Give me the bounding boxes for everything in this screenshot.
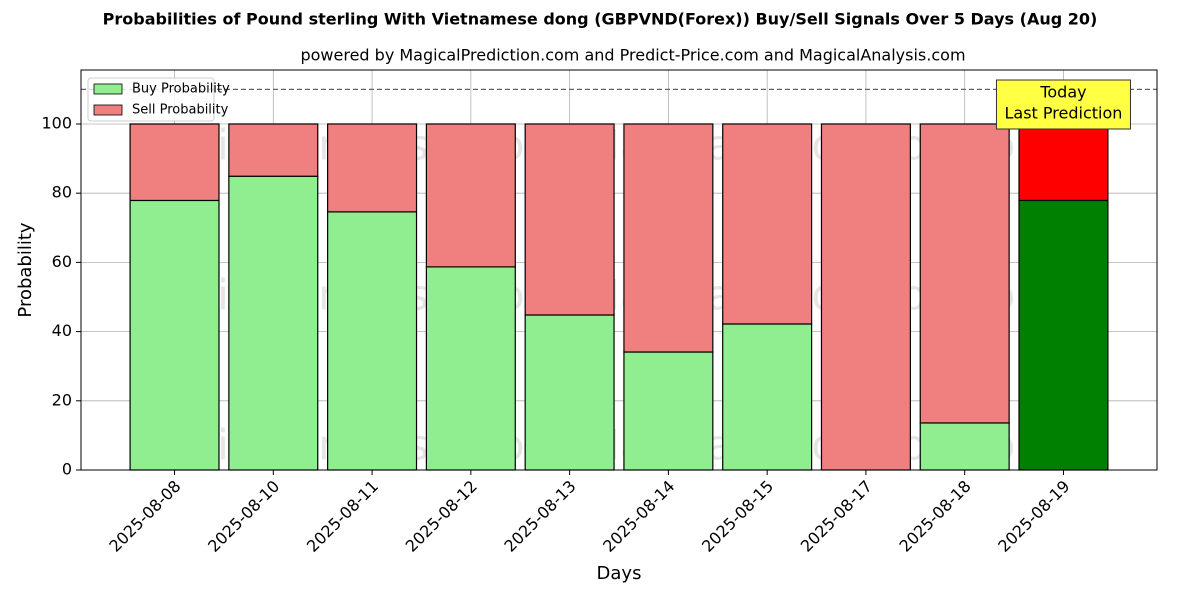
bar-segment — [722, 123, 813, 325]
bar-segment — [327, 123, 418, 213]
x-tick-label: 2025-08-14 — [599, 477, 678, 556]
x-tick-label: 2025-08-18 — [896, 477, 975, 556]
legend-label: Sell Probability — [132, 103, 229, 118]
x-tick-label: 2025-08-12 — [402, 477, 481, 556]
bar-segment — [228, 123, 319, 177]
legend-swatch — [93, 83, 123, 95]
x-tick-label: 2025-08-13 — [500, 477, 579, 556]
bar-segment — [129, 123, 220, 202]
y-tick-label: 40 — [52, 321, 72, 340]
x-tick-label: 2025-08-19 — [994, 477, 1073, 556]
bar-segment — [820, 123, 911, 471]
annotation-text: Today — [1039, 83, 1086, 102]
y-tick-label: 0 — [62, 460, 72, 479]
bar-segment — [425, 266, 516, 471]
annotation-box — [995, 79, 1131, 130]
bar-segment — [524, 314, 615, 471]
x-tick-label: 2025-08-15 — [698, 477, 777, 556]
bar-segment — [722, 323, 813, 471]
x-tick-label: 2025-08-17 — [797, 477, 876, 556]
bar-segment — [327, 211, 418, 471]
bar-segment — [228, 175, 319, 471]
x-axis-label: Days — [597, 563, 642, 584]
bar-segment — [623, 123, 714, 353]
legend-label: Buy Probability — [132, 82, 230, 97]
chart-title: Probabilities of Pound sterling With Vie… — [103, 10, 1098, 29]
y-axis-label: Probability — [15, 222, 36, 317]
bar-segment — [1018, 199, 1109, 471]
y-tick-label: 80 — [52, 183, 72, 202]
chart-subtitle: powered by MagicalPrediction.com and Pre… — [300, 46, 965, 65]
bar-segment — [524, 123, 615, 316]
bar-segment — [129, 199, 220, 471]
bar-segment — [919, 422, 1010, 471]
y-tick-label: 20 — [52, 390, 72, 409]
legend-swatch — [93, 104, 123, 116]
x-tick-label: 2025-08-08 — [105, 477, 184, 556]
annotation-text: Last Prediction — [1005, 104, 1123, 123]
x-tick-label: 2025-08-11 — [303, 477, 382, 556]
bar-segment — [623, 351, 714, 471]
plot-frame — [80, 69, 1158, 471]
bar-segment — [425, 123, 516, 268]
y-tick-label: 60 — [52, 252, 72, 271]
y-tick-label: 100 — [41, 113, 72, 132]
x-tick-label: 2025-08-10 — [204, 477, 283, 556]
bar-segment — [1018, 123, 1109, 202]
bar-segment — [919, 123, 1010, 424]
